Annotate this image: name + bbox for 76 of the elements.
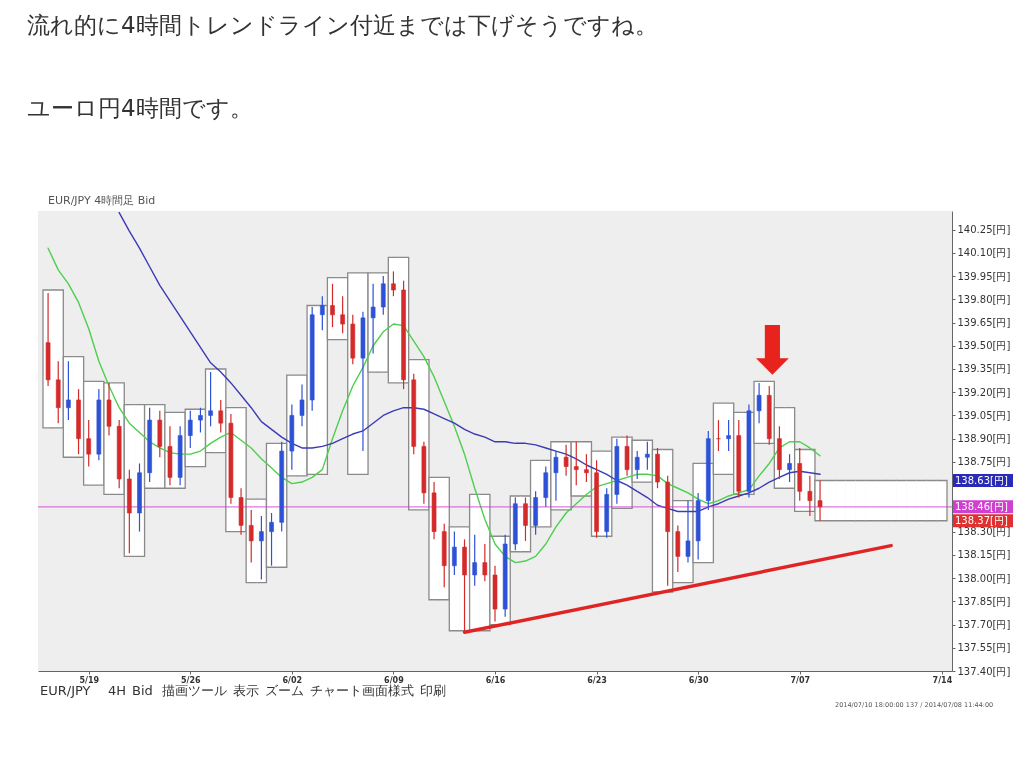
- x-tick-label: 6/02: [282, 675, 303, 685]
- candlestick: [624, 434, 630, 477]
- y-tick-label: 138.75[円]: [957, 456, 1011, 468]
- x-tick-label: 7/07: [790, 675, 811, 685]
- text: 印刷: [420, 683, 446, 698]
- candlestick: [807, 475, 813, 517]
- chart-subtitle: ユーロ円4時間です。: [27, 95, 253, 121]
- y-tick-label: 139.95[円]: [957, 270, 1011, 282]
- y-tick-label: 139.05[円]: [957, 409, 1011, 421]
- annotation: ⬇: [744, 312, 801, 389]
- text: 138.37[円]: [955, 514, 1008, 526]
- x-tick-label: 6/23: [587, 675, 607, 685]
- candlestick: [66, 360, 71, 421]
- text: Bid: [132, 683, 153, 698]
- x-tick-label: 7/14: [932, 675, 953, 685]
- text: 138.63[円]: [955, 474, 1008, 486]
- candlestick: [380, 275, 386, 316]
- y-tick-label: 138.30[円]: [957, 526, 1011, 538]
- candlestick: [584, 453, 589, 483]
- y-tick-label: 137.55[円]: [957, 642, 1011, 654]
- candlestick: [645, 441, 650, 471]
- candlestick: [563, 444, 569, 477]
- x-tick-label: 6/30: [688, 675, 709, 685]
- candlestick: [452, 531, 457, 576]
- x-tick-label: 6/09: [384, 675, 405, 685]
- y-tick-label: 137.70[円]: [957, 619, 1011, 631]
- candlestick: [259, 515, 264, 581]
- y-tick-label: 138.00[円]: [957, 572, 1011, 584]
- candlestick: [685, 500, 691, 564]
- ref-line-label: 138.46[円]: [955, 500, 1008, 512]
- candlestick: [726, 419, 731, 452]
- y-tick-label: 139.20[円]: [957, 386, 1011, 398]
- chart-title: 流れ的に4時間トレンドライン付近までは下げそうですね。: [27, 12, 658, 38]
- candlestick: [482, 543, 488, 582]
- y-tick-label: 138.90[円]: [957, 433, 1011, 445]
- candlestick: [553, 450, 559, 502]
- candlestick: [320, 295, 325, 331]
- candlestick: [634, 450, 640, 480]
- candlestick: [218, 399, 224, 434]
- y-tick-label: 139.35[円]: [957, 363, 1011, 375]
- candlestick: [187, 410, 193, 449]
- candlestick: [198, 407, 203, 434]
- y-tick-label: 138.15[円]: [957, 549, 1011, 561]
- line-series: [47, 247, 821, 564]
- y-tick-label: 137.40[円]: [957, 665, 1011, 677]
- candlestick: [269, 512, 274, 567]
- candlestick: [299, 383, 305, 427]
- y-tick-label: 139.65[円]: [957, 317, 1011, 329]
- candlestick: [208, 371, 213, 427]
- y-tick-label: 140.10[円]: [957, 247, 1011, 259]
- text: 描画ツール: [162, 683, 227, 698]
- candlestick: [248, 509, 254, 564]
- candlestick: [86, 419, 92, 468]
- candlestick: [787, 453, 792, 483]
- text: 表示: [233, 683, 259, 698]
- candlestick: [370, 283, 376, 355]
- candlestick: [523, 496, 528, 542]
- candlestick: [391, 270, 396, 297]
- candlestick: [340, 295, 345, 334]
- x-tick-label: 5/19: [79, 675, 100, 685]
- text: EUR/JPY 4時間足 Bid: [48, 194, 156, 207]
- text: チャート画面様式: [310, 683, 414, 698]
- candlestick: [330, 283, 335, 328]
- x-tick-label: 6/16: [485, 675, 506, 685]
- x-tick-label: 5/26: [180, 675, 202, 685]
- y-tick-label: 140.25[円]: [957, 224, 1011, 236]
- text: ズーム: [265, 683, 304, 698]
- text: 4H: [108, 683, 127, 698]
- line-series: [118, 211, 821, 513]
- y-tick-label: 137.85[円]: [957, 595, 1011, 607]
- y-tick-label: 139.50[円]: [957, 340, 1011, 352]
- y-tick-label: 139.80[円]: [957, 293, 1011, 305]
- candlestick: [756, 382, 762, 424]
- text: EUR/JPY: [40, 683, 91, 698]
- candlestick: [573, 441, 579, 486]
- candlestick: [472, 534, 477, 587]
